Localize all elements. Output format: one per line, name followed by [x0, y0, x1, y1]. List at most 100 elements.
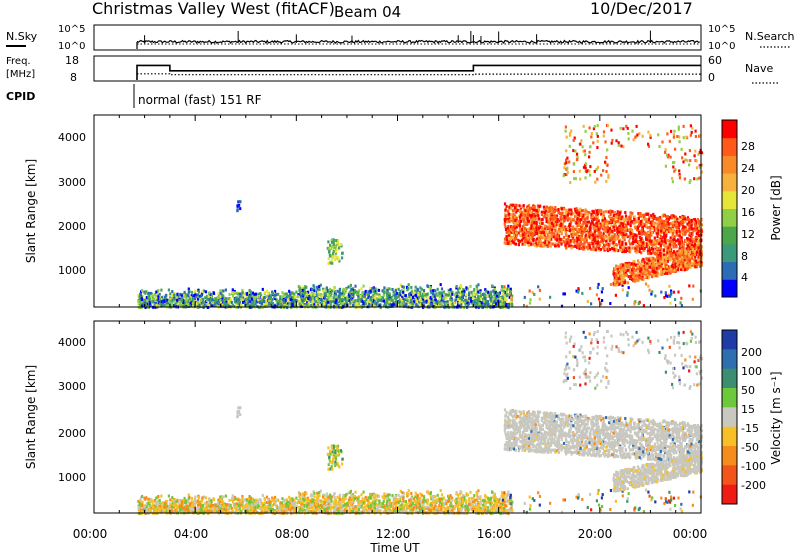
power-cell [664, 264, 667, 268]
power-cell [385, 300, 388, 304]
power-cell [563, 292, 566, 296]
power-cell [567, 234, 570, 238]
power-cell [560, 232, 563, 236]
power-cell [315, 294, 318, 298]
power-cell [347, 298, 350, 302]
power-cell [460, 298, 463, 302]
power-cell [673, 220, 677, 223]
power-cell [291, 294, 294, 297]
power-cell [445, 296, 448, 300]
power-cell [629, 213, 633, 217]
power-cell [374, 289, 377, 293]
power-cell [548, 227, 551, 231]
power-cell [176, 292, 179, 296]
power-cell [530, 223, 533, 227]
power-cell [298, 294, 301, 298]
power-cell [483, 295, 486, 299]
power-cell [224, 304, 228, 308]
power-cell [400, 297, 403, 301]
power-cell [685, 248, 689, 252]
cpid-mode: normal (fast) 151 RF [138, 93, 262, 107]
power-cell [280, 295, 283, 299]
power-cell [422, 300, 425, 304]
power-cell [700, 223, 704, 227]
power-cell [236, 204, 239, 208]
power-cell [574, 209, 577, 213]
power-cell [253, 299, 256, 303]
power-cell [634, 249, 637, 253]
power-cell [371, 298, 374, 302]
power-cell [591, 233, 595, 237]
power-cell [566, 217, 569, 221]
power-cell [557, 237, 560, 241]
power-cell [361, 300, 364, 304]
power-cell [339, 243, 342, 247]
power-cell [278, 299, 281, 303]
power-cell [280, 299, 283, 303]
power-cell [617, 219, 620, 223]
power-cell [219, 298, 222, 302]
power-cell [274, 289, 277, 293]
power-cell [386, 287, 389, 291]
power-cell [341, 289, 345, 293]
power-cell [331, 240, 334, 244]
power-cell [581, 226, 584, 229]
power-cell [559, 238, 562, 241]
power-cell [684, 217, 687, 221]
power-cell [331, 244, 334, 248]
power-cell [669, 230, 672, 234]
power-cell [585, 224, 588, 228]
power-cell [161, 296, 164, 300]
power-cell [655, 231, 658, 235]
power-cell [191, 301, 195, 305]
power-cell [210, 298, 213, 302]
power-cell [621, 288, 624, 292]
power-cell [512, 221, 515, 225]
power-cell [549, 225, 552, 229]
power-cell [647, 218, 651, 222]
power-cell [676, 217, 679, 221]
power-cell [494, 291, 497, 295]
power-cell [682, 265, 685, 269]
power-cell [676, 220, 679, 224]
power-cell [311, 288, 314, 292]
power-cell [668, 239, 671, 243]
power-cell [700, 250, 703, 254]
power-cell [206, 294, 209, 298]
power-cell [680, 215, 684, 219]
power-cell [160, 288, 163, 292]
power-cell [524, 213, 527, 217]
power-cell [313, 289, 316, 293]
power-cell [597, 282, 600, 286]
power-cell [248, 291, 251, 295]
power-cell [549, 214, 552, 218]
power-cell [649, 221, 652, 225]
power-cell [341, 251, 344, 255]
power-cell [554, 237, 557, 241]
power-cell [452, 299, 455, 303]
power-cell [540, 235, 543, 239]
power-cell [298, 300, 301, 303]
power-cell [419, 286, 422, 290]
power-cell [543, 224, 546, 228]
power-cell [286, 306, 289, 310]
power-cell [249, 290, 252, 294]
power-cell [672, 290, 676, 294]
power-cell [219, 291, 222, 295]
power-cell [655, 242, 658, 246]
power-cell [566, 241, 569, 245]
power-cell [549, 217, 552, 221]
power-cell [504, 208, 507, 212]
power-cell [221, 293, 224, 297]
power-cell [336, 302, 339, 306]
power-cell [535, 226, 538, 230]
power-cell [176, 302, 179, 305]
power-cell [597, 228, 600, 232]
power-cell [559, 211, 562, 215]
power-cell [364, 299, 367, 303]
power-cell [327, 296, 330, 300]
power-cell [600, 212, 603, 216]
power-cell [260, 301, 264, 305]
power-cell [404, 304, 408, 308]
power-cell [426, 295, 429, 299]
